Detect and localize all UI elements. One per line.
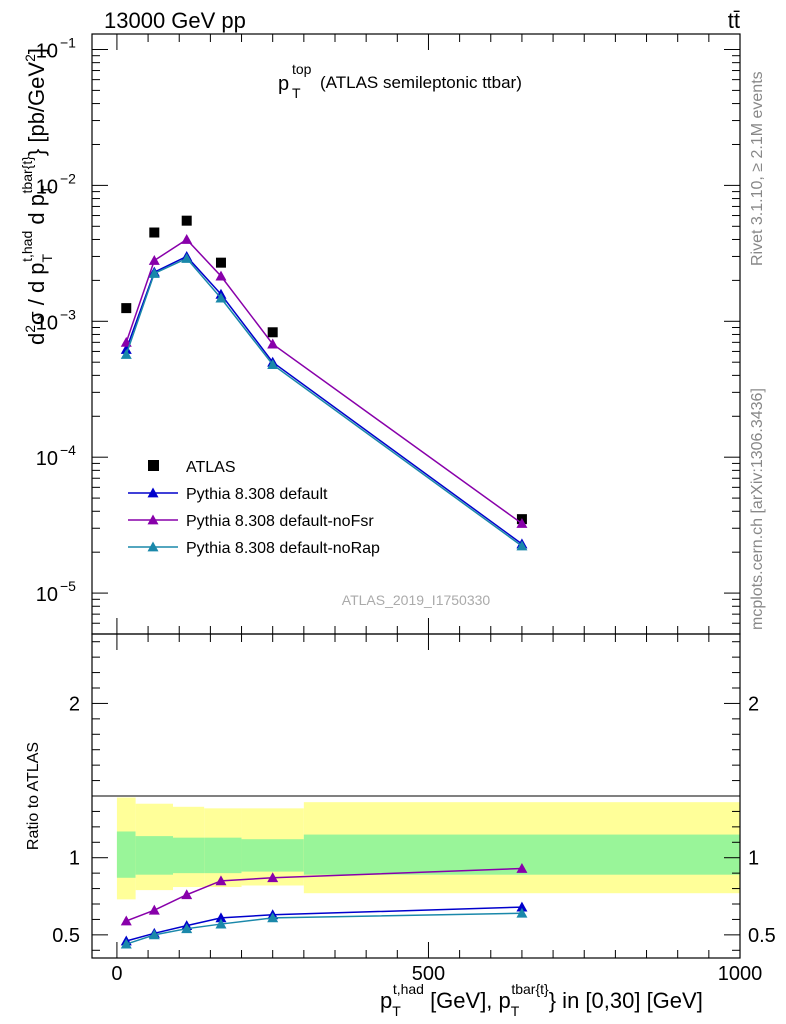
- ratio-data-point: [516, 901, 528, 912]
- legend-label: Pythia 8.308 default-noRap: [186, 540, 380, 557]
- main-y-tick-exponent: −1: [60, 34, 76, 50]
- mc-data-point: [516, 518, 528, 528]
- main-title-superscript: top: [292, 61, 312, 77]
- ratio-data-point: [148, 904, 160, 915]
- main-y-tick-label: 10: [36, 40, 58, 62]
- ratio-band-green: [173, 837, 205, 874]
- x-tick-label: 1000: [718, 963, 763, 985]
- process-label: tt̄: [728, 8, 740, 33]
- ratio-series-line: [126, 906, 522, 942]
- ratio-y-tick-labels: 0.5 0.5 1 1 2 2: [52, 693, 776, 946]
- mc-data-point: [181, 252, 193, 263]
- x-axis-label: pTt,had [GeV], pTtbar{t}} in [0,30] [GeV…: [380, 981, 703, 1019]
- main-title: p: [278, 73, 289, 95]
- ratio-data-point: [148, 929, 160, 940]
- ratio-y-tick-label-left: 1: [69, 848, 80, 870]
- ratio-data-point: [181, 923, 193, 934]
- analysis-watermark: ATLAS_2019_I1750330: [342, 592, 491, 608]
- ratio-data-point: [516, 907, 528, 918]
- mc-data-point: [267, 359, 279, 370]
- main-series: [120, 215, 528, 551]
- main-title-rest: (ATLAS semileptonic ttbar): [320, 73, 522, 92]
- mcplots-label: mcplots.cern.ch [arXiv:1306.3436]: [749, 388, 766, 630]
- main-title-p: p: [278, 73, 289, 95]
- ratio-y-tick-label-left: 2: [69, 693, 80, 715]
- main-y-tick-label: 10: [36, 176, 58, 198]
- x-tick-label: 0: [111, 963, 122, 985]
- ratio-y-axis-label: Ratio to ATLAS: [25, 742, 42, 850]
- main-panel: 10−110−210−310−410−5 p top T (ATLAS semi…: [19, 33, 741, 635]
- ratio-data-point: [215, 875, 227, 886]
- ratio-data-point: [120, 938, 132, 949]
- ratio-bands: [116, 797, 740, 900]
- ratio-data-point: [181, 889, 193, 900]
- mc-data-point: [267, 338, 279, 349]
- ratio-data-point: [267, 912, 279, 923]
- main-y-axis-label: d2σ / d pTt,had d pTtbar{t}} [pb/GeV2]: [19, 48, 55, 345]
- atlas-data-point: [181, 215, 192, 226]
- ratio-y-tick-label-right: 1: [748, 848, 759, 870]
- legend-label: ATLAS: [186, 459, 236, 476]
- main-y-tick-labels: 10−110−210−310−410−5: [36, 34, 76, 606]
- ratio-series-line: [125, 867, 522, 922]
- rivet-label: Rivet 3.1.10, ≥ 2.1M events: [749, 71, 766, 266]
- ratio-y-tick-label-right: 2: [748, 693, 759, 715]
- atlas-data-point: [267, 327, 278, 338]
- legend-label: Pythia 8.308 default-noFsr: [186, 513, 374, 530]
- ratio-y-tick-label-right: 0.5: [748, 925, 776, 947]
- legend-marker: [147, 541, 159, 552]
- atlas-data-point: [121, 303, 132, 314]
- mc-data-point: [516, 540, 528, 551]
- main-y-tick-label: 10: [36, 584, 58, 606]
- main-y-tick-exponent: −3: [60, 306, 76, 322]
- ratio-data-point: [120, 915, 132, 926]
- legend: ATLAS Pythia 8.308 default Pythia 8.308 de…: [128, 459, 380, 557]
- x-tick-labels: 0 500 1000: [111, 963, 762, 985]
- atlas-data-point: [149, 227, 160, 238]
- ratio-band-green: [135, 836, 173, 875]
- mc-data-point: [120, 344, 132, 354]
- mc-data-point: [148, 255, 160, 265]
- main-y-tick-label: 10: [36, 312, 58, 334]
- x-tick-label: 500: [412, 963, 445, 985]
- main-series-line: [125, 238, 523, 525]
- main-y-tick-exponent: −5: [60, 578, 76, 594]
- ratio-band-green: [116, 831, 136, 878]
- legend-marker: [147, 487, 159, 498]
- legend-label: Pythia 8.308 default: [186, 486, 328, 503]
- ratio-data-point: [516, 863, 528, 873]
- mc-data-point: [148, 267, 160, 278]
- legend-marker-atlas: [148, 460, 159, 471]
- main-y-tick-label: 10: [36, 448, 58, 470]
- ratio-frame: [91, 633, 741, 959]
- main-y-tick-exponent: −4: [60, 442, 76, 458]
- ratio-series: [120, 863, 528, 949]
- main-series-line: [125, 257, 523, 547]
- ratio-data-point: [215, 912, 227, 923]
- mc-data-point: [181, 233, 193, 244]
- legend-marker: [147, 514, 159, 525]
- main-title-subscript: T: [292, 85, 301, 101]
- mc-data-point: [215, 292, 227, 303]
- ratio-data-point: [267, 872, 279, 883]
- mc-data-point: [120, 348, 132, 359]
- ratio-y-tick-label-left: 0.5: [52, 925, 80, 947]
- main-y-tick-exponent: −2: [60, 170, 76, 186]
- mc-data-point: [215, 270, 227, 281]
- ratio-series-line: [126, 912, 522, 945]
- atlas-data-point: [215, 257, 226, 268]
- ratio-band-green: [241, 839, 304, 872]
- ratio-panel: 0.5 0.5 1 1 2 2 0 500 1000 Ratio to ATLAS pTt,h…: [25, 633, 776, 1019]
- energy-label: 13000 GeV pp: [104, 8, 246, 33]
- ratio-band-green: [204, 837, 242, 874]
- ratio-data-point: [215, 918, 227, 929]
